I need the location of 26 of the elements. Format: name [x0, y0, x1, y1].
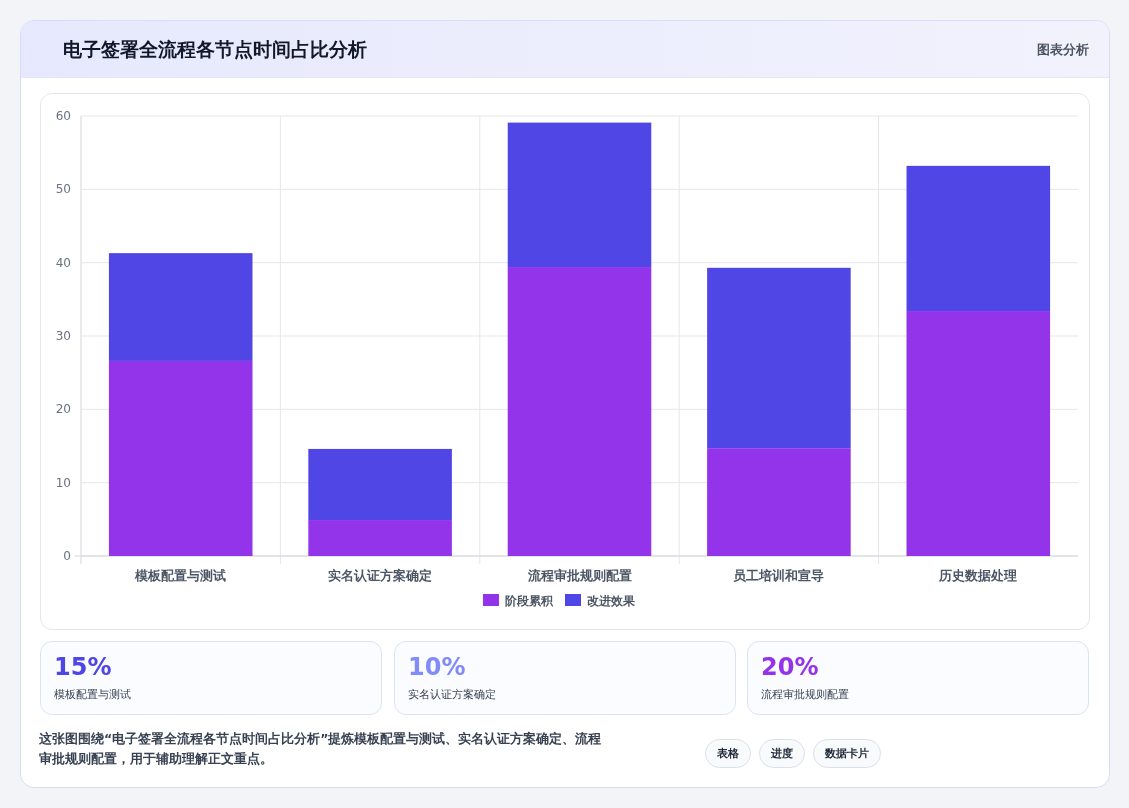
- y-tick-label: 60: [55, 109, 71, 123]
- y-tick-label: 10: [55, 475, 71, 490]
- y-tick-label: 30: [55, 329, 71, 343]
- x-tick-label: 模板配置与测试: [134, 568, 227, 583]
- y-tick-label: 0: [63, 549, 71, 563]
- chart-title: 电子签署全流程各节点时间占比分析: [63, 37, 367, 62]
- text: 20%: [761, 653, 819, 681]
- x-tick-label: 员工培训和宣导: [733, 568, 825, 583]
- text: 模板配置与测试: [54, 687, 131, 702]
- y-tick-label: 20: [55, 402, 71, 417]
- legend-label: 阶段累积: [505, 594, 554, 608]
- text: 10%: [408, 653, 466, 681]
- text: 流程审批规则配置: [761, 687, 849, 702]
- text: 数据卡片: [813, 739, 881, 768]
- text: 实名认证方案确定: [408, 687, 496, 702]
- y-tick-label: 50: [55, 182, 71, 197]
- text: 这张图围绕“电子签署全流程各节点时间占比分析”提炼模板配置与测试、实名认证方案确定、流程审批规则配置，用于辅助理解正文重点。: [39, 730, 603, 768]
- x-tick-label: 实名认证方案确定: [328, 568, 433, 583]
- chart-subtitle: 图表分析: [1037, 41, 1089, 59]
- y-tick-label: 40: [55, 255, 71, 270]
- x-tick-label: 流程审批规则配置: [526, 568, 632, 583]
- legend-label: 改进效果: [587, 594, 636, 608]
- text: 进度: [759, 739, 805, 768]
- text: 15%: [54, 653, 112, 681]
- x-tick-label: 历史数据处理: [938, 568, 1018, 583]
- text: 表格: [705, 739, 751, 768]
